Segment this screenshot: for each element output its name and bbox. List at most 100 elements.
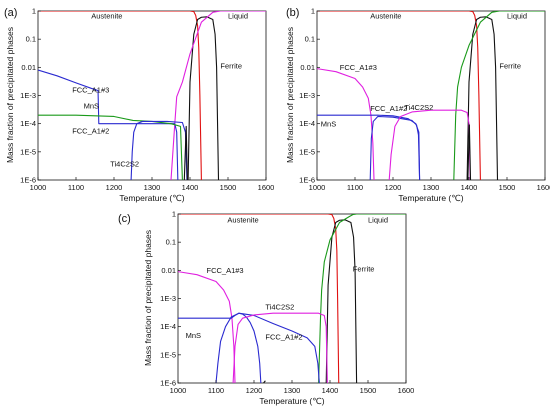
y-tick-label-a: 0.1 xyxy=(26,35,36,44)
y-tick-label-b: 0.01 xyxy=(300,63,315,72)
y-tick-label-c: 1E-3 xyxy=(160,294,176,303)
x-ticks-b: 1000 1100 1200 1300 1400 1500 1600 xyxy=(309,177,550,192)
annotation-a-ti4c2s2: Ti4C2S2 xyxy=(110,160,139,169)
series-line-b-3 xyxy=(453,11,545,180)
annotation-c-fcc-a1-2: FCC_A1#2 xyxy=(265,333,302,342)
x-tick-label-c: 1000 xyxy=(170,386,187,395)
x-tick-label-a: 1100 xyxy=(68,183,84,192)
annotation-c-mns: MnS xyxy=(186,331,201,340)
series-line-a-7 xyxy=(183,125,188,180)
y-tick-label-c: 1E-5 xyxy=(160,350,176,359)
y-tick-label-b: 1E-5 xyxy=(299,147,315,156)
annotation-c-ferrite: Ferrite xyxy=(353,265,375,274)
annotation-a-austenite: Austenite xyxy=(91,11,122,20)
annotation-b-mns: MnS xyxy=(321,119,336,128)
x-axis-label-c: Temperature (℃) xyxy=(259,396,324,406)
y-tick-label-a: 1E-4 xyxy=(20,119,36,128)
x-tick-label-a: 1600 xyxy=(258,183,275,192)
x-tick-label-a: 1200 xyxy=(106,183,123,192)
y-tick-label-c: 1E-6 xyxy=(160,379,176,388)
x-ticks-a: 1000 1100 1200 1300 1400 1500 1600 xyxy=(30,177,275,192)
annotation-b-ti4c2s2: Ti4C2S2 xyxy=(404,103,433,112)
annotation-b-ferrite: Ferrite xyxy=(499,62,521,71)
series-line-c-2 xyxy=(325,219,358,383)
panel-label-a: (a) xyxy=(4,7,17,19)
annotation-a-mns: MnS xyxy=(84,101,99,110)
y-axis-label-a: Mass fraction of precipitated phases xyxy=(5,27,15,163)
series-layer-a xyxy=(38,11,266,180)
y-tick-label-c: 0.01 xyxy=(161,266,176,275)
y-ticks-a: 1E-6 1E-5 1E-4 1E-3 0.01 0.1 1 xyxy=(20,7,41,185)
plot-frame-a xyxy=(37,10,267,181)
annotations-c: Austenite Liquid FCC_A1#3 Ti4C2S2 MnS FCC_A1#… xyxy=(186,215,388,341)
x-axis-label-a: Temperature (℃) xyxy=(119,193,184,203)
y-tick-label-a: 1E-3 xyxy=(20,91,36,100)
y-tick-label-c: 0.1 xyxy=(166,238,176,247)
y-tick-label-b: 0.1 xyxy=(305,35,315,44)
y-tick-label-b: 1E-3 xyxy=(299,91,315,100)
x-tick-label-a: 1300 xyxy=(144,183,161,192)
x-tick-label-c: 1500 xyxy=(360,386,377,395)
annotation-c-fcc-a1-3: FCC_A1#3 xyxy=(207,266,244,275)
annotations-a: Austenite Liquid FCC_A1#3 MnS FCC_A1#2 Ti4C2S… xyxy=(72,11,248,168)
x-tick-label-a: 1400 xyxy=(182,183,199,192)
annotation-a-fcc-a1-3: FCC_A1#3 xyxy=(72,85,109,94)
annotation-a-liquid: Liquid xyxy=(228,11,248,20)
x-tick-label-b: 1000 xyxy=(309,183,326,192)
x-tick-label-a: 1500 xyxy=(220,183,237,192)
annotation-b-fcc-a1-3: FCC_A1#3 xyxy=(340,63,377,72)
x-tick-label-c: 1300 xyxy=(284,386,301,395)
x-tick-label-b: 1300 xyxy=(423,183,440,192)
y-ticks-b: 1E-6 1E-5 1E-4 1E-3 0.01 0.1 1 xyxy=(299,7,320,185)
series-line-c-1 xyxy=(178,214,340,383)
annotation-a-fcc-a1-2: FCC_A1#2 xyxy=(72,126,109,135)
x-tick-label-c: 1200 xyxy=(246,386,263,395)
series-line-a-1 xyxy=(38,11,202,180)
series-layer-b xyxy=(317,11,545,180)
y-tick-label-b: 1E-6 xyxy=(299,176,315,185)
series-layer-c xyxy=(178,214,406,383)
series-line-c-7 xyxy=(232,312,328,383)
y-tick-label-a: 1 xyxy=(32,7,36,16)
y-tick-label-b: 1E-4 xyxy=(299,119,315,128)
annotation-c-ti4c2s2: Ti4C2S2 xyxy=(265,303,294,312)
series-line-b-4 xyxy=(317,68,375,180)
y-axis-label-c: Mass fraction of precipitated phases xyxy=(143,230,153,366)
series-line-a-5 xyxy=(38,114,183,180)
series-line-a-2 xyxy=(187,16,220,180)
annotation-a-ferrite: Ferrite xyxy=(220,62,242,71)
panel-a: 1000 1100 1200 1300 1400 1500 1600 1E-61E-51E-… xyxy=(4,7,274,204)
x-tick-label-c: 1600 xyxy=(398,386,415,395)
panel-c: 1000 1100 1200 1300 1400 1500 1600 1E-61E-51E-… xyxy=(118,210,414,407)
series-line-c-4 xyxy=(178,271,236,383)
y-tick-label-a: 1E-6 xyxy=(20,176,36,185)
y-tick-label-a: 0.01 xyxy=(21,63,36,72)
x-axis-label-b: Temperature (℃) xyxy=(398,193,463,203)
annotation-b-liquid: Liquid xyxy=(507,11,527,20)
plot-frame-c xyxy=(177,213,407,384)
y-tick-label-c: 1 xyxy=(172,210,176,219)
y-tick-label-c: 1E-4 xyxy=(160,322,176,331)
series-line-b-7 xyxy=(388,109,471,180)
y-axis-label-b: Mass fraction of precipitated phases xyxy=(285,27,295,163)
series-line-a-3 xyxy=(170,11,266,180)
annotation-b-austenite: Austenite xyxy=(370,11,401,20)
series-line-b-6 xyxy=(369,115,421,180)
x-tick-label-b: 1600 xyxy=(537,183,550,192)
x-tick-label-c: 1400 xyxy=(322,386,339,395)
series-line-b-8 xyxy=(467,124,472,180)
x-tick-label-b: 1200 xyxy=(385,183,402,192)
series-line-b-2 xyxy=(466,16,499,180)
panel-label-c: (c) xyxy=(118,213,131,225)
x-tick-label-a: 1000 xyxy=(30,183,47,192)
series-line-a-6 xyxy=(130,120,188,180)
series-line-a-4 xyxy=(38,69,179,180)
annotation-c-austenite: Austenite xyxy=(227,215,258,224)
x-tick-label-b: 1400 xyxy=(461,183,478,192)
series-line-c-8 xyxy=(263,380,266,383)
series-line-b-1 xyxy=(317,11,481,180)
panel-label-b: (b) xyxy=(286,7,299,19)
plot-frame-b xyxy=(316,10,546,181)
